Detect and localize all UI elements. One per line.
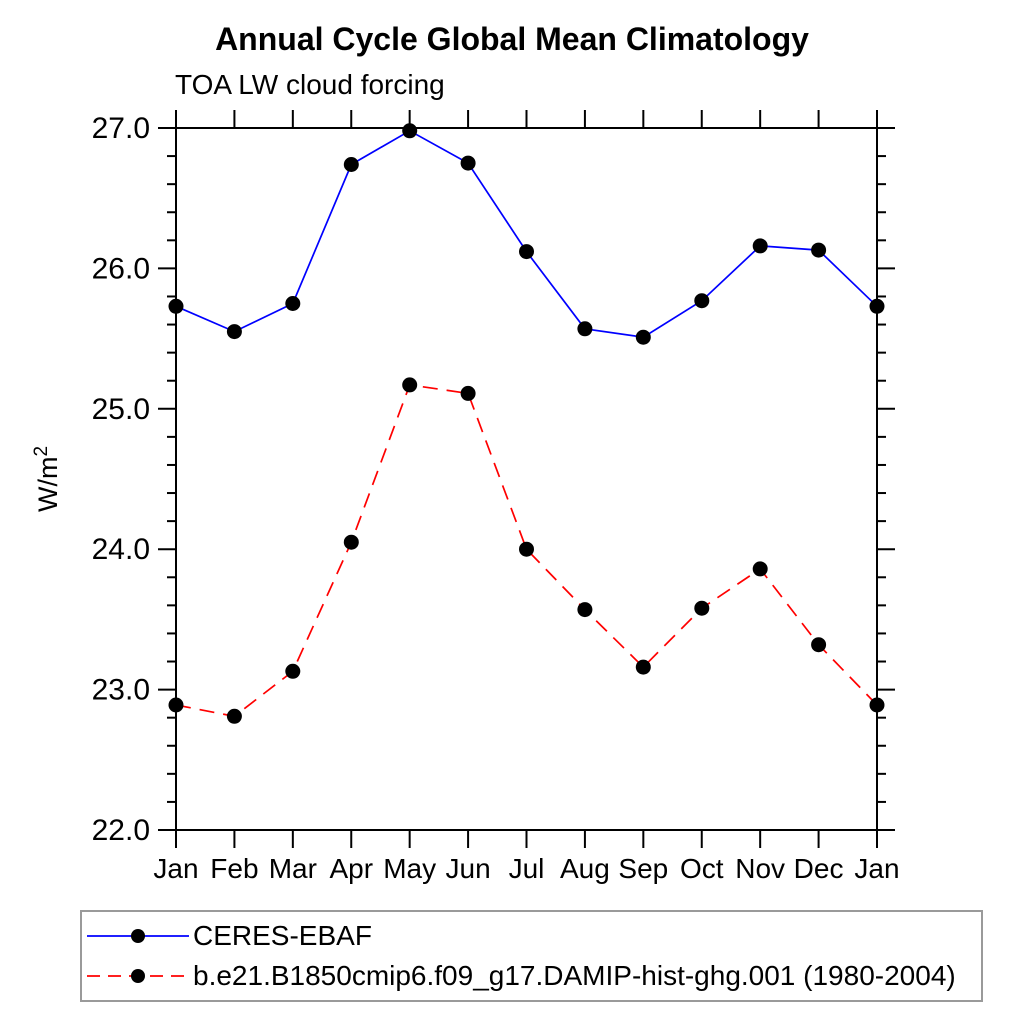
- x-axis-tick-label: Jul: [509, 853, 545, 884]
- x-axis-tick-label: Jun: [446, 853, 491, 884]
- x-axis-tick-label: Nov: [735, 853, 785, 884]
- data-point-marker: [635, 329, 651, 345]
- data-point-marker: [519, 541, 534, 557]
- data-point-marker: [752, 561, 768, 577]
- chart-title: Annual Cycle Global Mean Climatology: [215, 21, 809, 57]
- legend-sample-marker: [131, 969, 145, 983]
- y-axis: 22.0 23.0 24.0 25.0 26.0 27.0: [92, 112, 895, 847]
- x-axis: Jan Feb Mar Apr May Jun Jul Aug Sep Oct Nov Dec Jan: [153, 110, 900, 884]
- data-point-marker: [694, 293, 710, 309]
- y-axis-tick-label: 22.0: [92, 814, 150, 847]
- data-point-marker: [869, 697, 885, 713]
- legend-label: CERES-EBAF: [193, 920, 372, 951]
- y-axis-label: W/m2: [31, 446, 63, 512]
- legend-item-model-run: b.e21.B1850cmip6.f09_g17.DAMIP-hist-ghg.…: [86, 960, 981, 992]
- data-point-marker: [168, 697, 184, 713]
- legend-sample-marker: [131, 929, 145, 943]
- x-axis-tick-label: Oct: [680, 853, 724, 884]
- x-axis-tick-label: Aug: [560, 853, 610, 884]
- data-point-marker: [226, 708, 242, 724]
- data-point-marker: [402, 123, 418, 139]
- data-point-marker: [577, 321, 593, 337]
- x-axis-tick-label: Dec: [794, 853, 844, 884]
- x-axis-tick-label: May: [383, 853, 436, 884]
- y-axis-tick-label: 23.0: [92, 674, 150, 707]
- legend: CERES-EBAF b.e21.B1850cmip6.f09_g17.DAMI…: [80, 910, 983, 1002]
- data-point-marker: [577, 602, 593, 618]
- data-point-marker: [811, 242, 827, 258]
- x-axis-tick-label: Apr: [329, 853, 373, 884]
- plot-frame: [175, 127, 878, 831]
- data-point-marker: [635, 659, 651, 675]
- data-point-marker: [343, 157, 359, 172]
- data-point-marker: [460, 155, 476, 171]
- x-axis-tick-label: Feb: [210, 853, 258, 884]
- chart-subtitle: TOA LW cloud forcing: [175, 69, 445, 100]
- x-axis-tick-label: Mar: [269, 853, 317, 884]
- y-axis-tick-label: 26.0: [92, 252, 150, 285]
- legend-item-ceres-ebaf: CERES-EBAF: [86, 920, 981, 952]
- data-point-marker: [694, 600, 710, 616]
- data-point-marker: [752, 238, 768, 254]
- data-point-marker: [168, 298, 184, 314]
- y-axis-tick-label: 27.0: [92, 112, 150, 145]
- data-point-marker: [285, 296, 301, 311]
- data-point-marker: [402, 377, 418, 393]
- legend-swatch-solid-line-icon: [87, 929, 189, 943]
- data-point-marker: [519, 244, 534, 260]
- y-axis-tick-label: 24.0: [92, 533, 150, 566]
- y-axis-tick-label: 25.0: [92, 393, 150, 426]
- x-axis-tick-label: Sep: [618, 853, 668, 884]
- data-point-marker: [869, 298, 885, 314]
- legend-swatch-dashed-line-icon: [87, 969, 189, 983]
- data-point-marker: [811, 637, 827, 653]
- data-point-marker: [460, 385, 476, 401]
- data-point-marker: [285, 663, 301, 679]
- x-axis-tick-label: Jan: [153, 853, 198, 884]
- x-axis-tick-label: Jan: [854, 853, 899, 884]
- series-line-0: [175, 129, 878, 339]
- legend-label: b.e21.B1850cmip6.f09_g17.DAMIP-hist-ghg.…: [193, 960, 956, 991]
- data-point-marker: [343, 534, 359, 550]
- data-point-marker: [226, 324, 242, 340]
